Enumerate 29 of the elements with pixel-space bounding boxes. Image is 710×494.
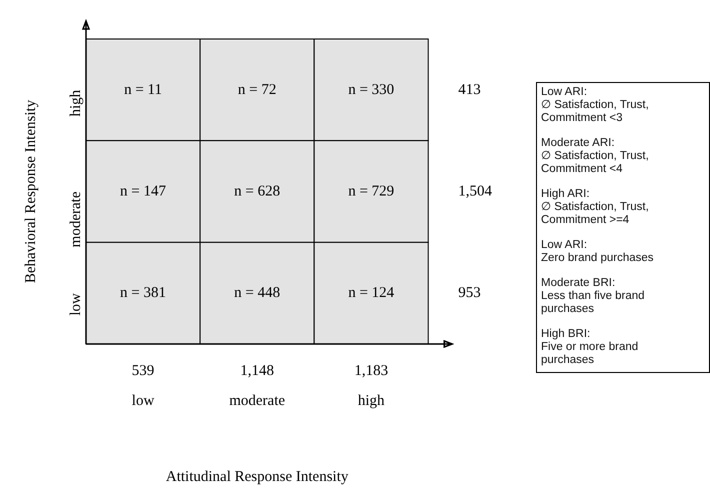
text: Moderate ARI: ∅ Satisfaction, Trust, Commitment <4	[541, 137, 650, 176]
data-label: n = 147	[120, 183, 167, 200]
data-label: n = 729	[348, 183, 394, 200]
data-label: n = 124	[348, 285, 395, 302]
x-axis-title: Attitudinal Response Intensity	[166, 468, 349, 485]
text: Low ARI: Zero brand purchases	[541, 239, 655, 265]
y2-tick-label: 1,504	[458, 183, 492, 200]
text: Moderate BRI: Less than five brand purchases	[541, 277, 646, 316]
y-axis-title: Behavioral Response Intensity	[22, 99, 39, 284]
text: High ARI: ∅ Satisfaction, Trust, Commitment >=4	[541, 188, 650, 227]
text: 1,183	[354, 362, 388, 379]
text: 539	[132, 362, 154, 379]
y2-tick-label: 953	[458, 285, 481, 302]
x-tick-label: high	[358, 392, 386, 409]
text: Low ARI: ∅ Satisfaction, Trust, Commitment <3	[541, 86, 650, 125]
data-label: n = 11	[124, 82, 162, 98]
y-tick-label: moderate	[68, 191, 84, 248]
data-label: n = 72	[238, 82, 276, 98]
text: High BRI: Five or more brand purchases	[541, 328, 640, 367]
data-label: n = 628	[234, 183, 280, 200]
x-tick-label: low	[132, 392, 154, 409]
text: 1,148	[240, 362, 274, 379]
data-label: n = 381	[120, 285, 166, 302]
y-tick-label: low	[68, 293, 84, 316]
y-tick-label: high	[68, 89, 84, 117]
data-label: n = 330	[348, 82, 394, 98]
x-tick-label: moderate	[229, 392, 286, 409]
data-label: n = 448	[234, 285, 280, 302]
y2-tick-label: 413	[458, 82, 481, 98]
